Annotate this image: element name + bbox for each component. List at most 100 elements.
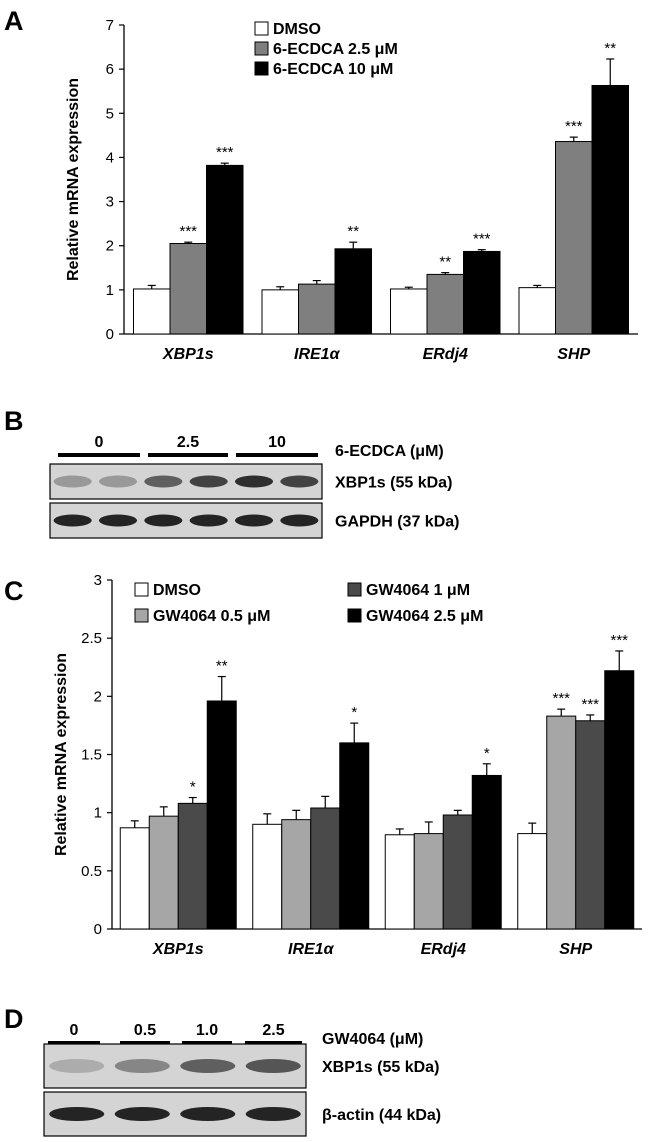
bar-shp-gw4064-0-5-m xyxy=(546,715,577,930)
significance-label: ** xyxy=(604,40,616,57)
bar-erdj4-dmso xyxy=(390,288,428,335)
bar-erdj4-gw4064-1-m xyxy=(442,814,473,930)
blot-strip xyxy=(49,463,323,500)
blot-band xyxy=(49,1059,105,1073)
legend-label-gw4064-1-m: GW4064 1 μM xyxy=(366,582,470,599)
legend-swatch-6-ecdca-2-5-m xyxy=(254,41,269,56)
legend-swatch-dmso xyxy=(134,582,149,597)
blot-band xyxy=(98,475,138,488)
bar-ire1-dmso xyxy=(261,289,299,335)
bar-shp-dmso xyxy=(517,833,548,930)
group-label: 2.5 xyxy=(262,1022,284,1039)
significance-label: *** xyxy=(179,223,197,240)
y-tick-label: 2.5 xyxy=(81,630,102,647)
group-label: 0 xyxy=(70,1022,79,1039)
group-bar xyxy=(236,453,318,457)
treatment-label: 6-ECDCA (μM) xyxy=(335,443,444,460)
y-tick-label: 3 xyxy=(106,194,114,211)
blot-band xyxy=(53,514,92,527)
blot-band xyxy=(234,475,274,488)
category-label-xbp1s: XBP1s xyxy=(152,941,204,958)
y-tick-label: 0 xyxy=(94,921,102,938)
blot-band xyxy=(189,514,228,527)
blot-b: 0 2.5 10 6-ECDCA (μM) XBP1s (55 kDa) GAPDH (3… xyxy=(49,434,459,539)
blot-d: 0 0.5 1.0 2.5 GW4064 (μM) XBP1s (55 kDa) β-act… xyxy=(43,1022,441,1137)
group-bar xyxy=(120,1041,170,1045)
group-label: 10 xyxy=(268,434,286,451)
legend-swatch-gw4064-1-m xyxy=(347,582,362,597)
blot-band xyxy=(180,1107,236,1121)
y-tick-label: 0.5 xyxy=(81,863,102,880)
blot-band xyxy=(114,1059,170,1073)
blot-band xyxy=(144,475,183,488)
blot-strip xyxy=(49,502,323,539)
bar-xbp1s-gw4064-0-5-m xyxy=(148,815,179,930)
legend-label-6-ecdca-10-m: 6-ECDCA 10 μM xyxy=(273,61,393,78)
panel-letter-b: B xyxy=(4,406,24,436)
bar-shp-6-ecdca-10-m xyxy=(591,84,629,335)
bar-erdj4-6-ecdca-2-5-m xyxy=(426,273,464,335)
y-axis-label: Relative mRNA expression xyxy=(53,653,70,856)
group-label: 0.5 xyxy=(134,1022,156,1039)
significance-label: *** xyxy=(610,632,628,649)
y-tick-label: 1.5 xyxy=(81,747,102,764)
blot-band xyxy=(245,1107,301,1121)
significance-label: * xyxy=(484,745,490,762)
y-tick-label: 1 xyxy=(94,805,102,822)
blot-row-label-actin-44-kda: β-actin (44 kDa) xyxy=(322,1107,441,1124)
bar-xbp1s-dmso xyxy=(119,827,150,930)
significance-label: ** xyxy=(216,658,228,675)
significance-label: *** xyxy=(565,118,583,135)
blot-band xyxy=(245,1059,301,1073)
legend-label-6-ecdca-2-5-m: 6-ECDCA 2.5 μM xyxy=(273,41,398,58)
legend-swatch-dmso xyxy=(254,21,269,36)
blot-band xyxy=(280,514,319,527)
y-tick-label: 0 xyxy=(106,326,114,343)
significance-label: ** xyxy=(347,223,359,240)
panel-letter-c: C xyxy=(4,576,24,606)
bar-ire1-6-ecdca-2-5-m xyxy=(298,283,336,335)
y-axis-label: Relative mRNA expression xyxy=(65,78,82,281)
y-tick-label: 2 xyxy=(106,238,114,255)
bar-xbp1s-gw4064-1-m xyxy=(177,802,208,930)
y-tick-label: 4 xyxy=(106,149,114,166)
bar-xbp1s-6-ecdca-10-m xyxy=(206,164,244,335)
bar-erdj4-dmso xyxy=(384,834,415,930)
legend-swatch-gw4064-0-5-m xyxy=(134,608,149,623)
treatment-label: GW4064 (μM) xyxy=(322,1031,423,1048)
blot-band xyxy=(180,1059,236,1073)
legend-label-dmso: DMSO xyxy=(153,582,201,599)
y-tick-label: 2 xyxy=(94,688,102,705)
bar-xbp1s-dmso xyxy=(133,288,171,335)
blot-band xyxy=(144,514,183,527)
bar-erdj4-gw4064-0-5-m xyxy=(413,833,444,930)
blot-row-label-gapdh-37-kda: GAPDH (37 kDa) xyxy=(335,514,459,531)
y-tick-label: 1 xyxy=(106,282,114,299)
group-bar xyxy=(148,453,228,457)
group-label: 1.0 xyxy=(196,1022,218,1039)
bar-ire1-6-ecdca-10-m xyxy=(334,248,372,335)
significance-label: *** xyxy=(552,690,570,707)
group-label: 2.5 xyxy=(177,434,199,451)
significance-label: *** xyxy=(216,144,234,161)
bar-shp-dmso xyxy=(518,287,556,335)
blot-band xyxy=(98,514,138,527)
blot-band xyxy=(114,1107,170,1121)
group-bar xyxy=(182,1041,232,1045)
significance-label: *** xyxy=(473,231,491,248)
category-label-ire1: IRE1α xyxy=(294,346,341,363)
y-tick-label: 5 xyxy=(106,105,114,122)
blot-row-label-xbp1s-55-kda: XBP1s (55 kDa) xyxy=(322,1059,439,1076)
category-label-erdj4: ERdj4 xyxy=(423,346,468,363)
bar-ire1-gw4064-0-5-m xyxy=(281,819,312,930)
bar-ire1-gw4064-2-5-m xyxy=(339,742,370,930)
legend-label-gw4064-2-5-m: GW4064 2.5 μM xyxy=(366,608,483,625)
significance-label: * xyxy=(190,779,196,796)
blot-band xyxy=(234,514,274,527)
category-label-shp: SHP xyxy=(559,941,592,958)
bar-xbp1s-6-ecdca-2-5-m xyxy=(169,243,207,335)
